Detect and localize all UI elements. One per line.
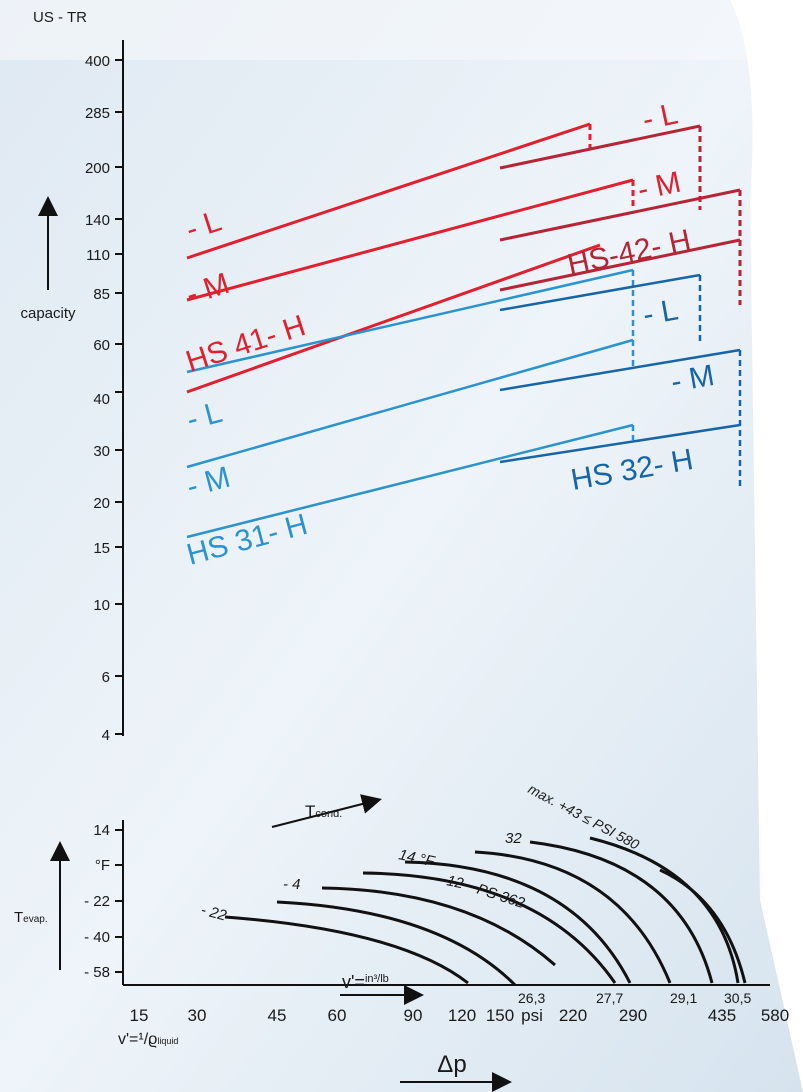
tick-label: 120 [448,1006,476,1025]
tick-label: 45 [268,1006,287,1025]
line [499,124,701,170]
evap-label: Tevap. [14,909,48,926]
tick-label: 200 [85,160,110,177]
tick-label: 60 [328,1006,347,1025]
tick-label: 10 [93,597,110,614]
tick-label: - 58 [84,964,110,981]
curve [659,868,747,984]
volume-label: 29,1 [670,990,697,1006]
cond-label: Tcond. [305,802,342,821]
tick-label: 6 [102,669,110,686]
t: T [14,909,23,926]
line [186,423,634,539]
tick-label: 290 [619,1006,647,1025]
line [186,122,591,260]
curve [404,860,632,984]
volume-label: 27,7 [596,990,623,1006]
line [186,243,601,394]
tick-label: 4 [102,727,110,744]
tick-label: - 40 [84,929,110,946]
ice-edge [730,0,803,1092]
curve-label: 32 [505,830,522,847]
line [499,273,701,312]
sub: evap. [23,914,47,925]
tick-label: 435 [708,1006,736,1025]
tick-label: 30 [188,1006,207,1025]
line [499,423,741,464]
volume-label: 26,3 [518,990,545,1006]
line [186,178,634,302]
pressure-label: Δp [437,1051,466,1078]
pressure-ticks: 15 30 45 60 90 120 150 psi 220 290 435 5… [130,1006,790,1025]
specific-volume: v'=in³/lb [342,972,389,992]
tick-label: 400 [85,53,110,70]
tick-label: 110 [86,247,110,264]
line [186,268,634,374]
capacity-label: capacity [20,305,76,322]
tick-label: 30 [93,443,110,460]
tick-label: 15 [130,1006,149,1025]
tick-label: 90 [404,1006,423,1025]
curve [362,871,617,984]
sub: in³/lb [365,973,389,985]
temp-ticks: 14 °F - 22 - 40 - 58 [84,822,123,981]
model-label: - L [640,293,680,332]
t: v'=¹/ϱ [118,1031,157,1048]
curve [321,886,556,967]
curve [276,900,517,987]
red-lines [186,122,742,394]
sub: liquid [157,1036,178,1046]
sub: cond. [315,808,342,820]
cond-arrow [271,794,382,828]
tick-label: psi [521,1006,543,1025]
unit: US - TR [33,9,87,26]
curve [474,850,672,984]
line [186,338,634,469]
model-label: - L [640,97,681,137]
tick-label: 140 [85,212,110,229]
volume-label: 30,5 [724,990,751,1006]
tick-label: 150 [486,1006,514,1025]
model-label: - M [668,359,716,399]
curve [529,840,714,984]
tick-label: 580 [761,1006,789,1025]
curves [224,836,747,987]
line [499,348,741,392]
tick-label: 40 [93,391,110,408]
liquid-label: v'=¹/ϱliquid [118,1031,178,1048]
tick-label: - 22 [84,893,110,910]
curve-label: 12 [445,872,465,892]
tick-label: °F [95,857,110,874]
tick-label: 14 [93,822,110,839]
curve [224,915,469,985]
ticks: 400 285 200 140 110 85 60 40 30 20 15 10… [85,53,123,744]
tick-label: 60 [93,337,110,354]
tick-label: 285 [85,105,110,122]
t: v'= [342,972,365,992]
curve-label: - 4 [283,876,301,893]
ice-top [0,0,760,60]
blue-lines [186,268,742,539]
tick-label: 15 [93,540,110,557]
tick-label: 220 [559,1006,587,1025]
tick-label: 20 [93,495,110,512]
line [499,188,741,242]
tick-label: 85 [93,286,110,303]
curve-label: - 22 [199,901,229,924]
t: T [305,802,315,821]
line [499,238,741,292]
